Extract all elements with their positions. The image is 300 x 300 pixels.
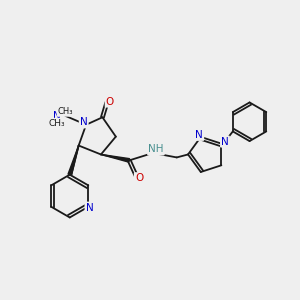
Text: O: O bbox=[106, 97, 114, 106]
Text: N: N bbox=[80, 117, 88, 128]
Text: CH₃: CH₃ bbox=[48, 119, 65, 128]
Text: CH₃: CH₃ bbox=[58, 107, 73, 116]
Text: N: N bbox=[85, 203, 93, 213]
Text: N: N bbox=[221, 136, 229, 146]
Text: O: O bbox=[135, 173, 143, 183]
Text: N: N bbox=[195, 130, 203, 140]
Text: NH: NH bbox=[148, 144, 164, 154]
Text: N: N bbox=[53, 111, 61, 121]
Polygon shape bbox=[101, 154, 130, 162]
Polygon shape bbox=[68, 146, 79, 175]
